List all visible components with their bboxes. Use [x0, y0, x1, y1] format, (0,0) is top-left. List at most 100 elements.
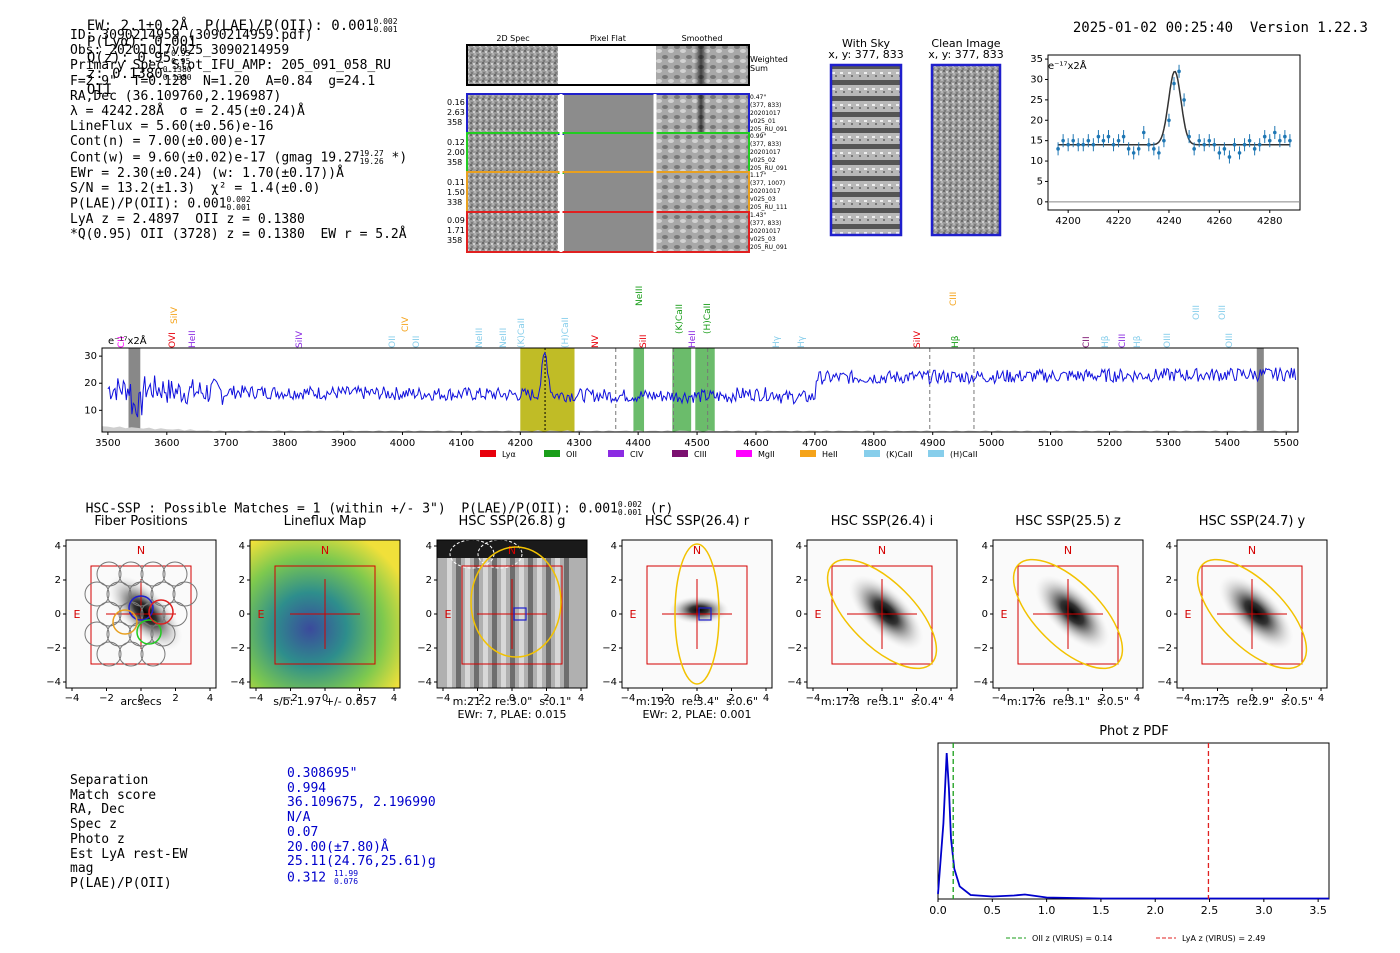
- hsc-xtick-label: 0: [138, 693, 144, 704]
- hsc-ytick-label: −2: [973, 643, 988, 654]
- oii-window-band: [672, 348, 692, 432]
- hsc-xtick-label: 2: [1283, 693, 1289, 704]
- g-band-stripe: [537, 554, 542, 688]
- hsc-xtick-label: 2: [913, 693, 919, 704]
- with-sky-image: [829, 63, 903, 237]
- zoom-ytick-label: 0: [1037, 197, 1043, 208]
- photz-plot: 0.0 0.5 1.0 1.5 2.0 2.5 3.0 3.5 OII z (VIRUS) = …: [929, 742, 1330, 943]
- clean-image: [930, 63, 1002, 237]
- emission-line-label: OIII: [1163, 333, 1173, 348]
- hsc-panel-title: HSC SSP(25.5) z: [1015, 514, 1121, 529]
- galaxy-blob: [1218, 575, 1294, 650]
- aperture-box: [274, 565, 376, 665]
- fiber-circle: [150, 621, 176, 647]
- zoom-data-point: [1192, 147, 1196, 151]
- zoom-xtick-label: 4240: [1156, 216, 1181, 227]
- hsc-panel-image: N E −4 −4 −2 −2 0 0 2 2 4 4: [230, 539, 401, 704]
- hsc-xtick-label: −2: [99, 693, 114, 704]
- compass-north: N: [137, 544, 145, 557]
- spec-xtick-label: 4200: [508, 438, 533, 449]
- hsc-ytick-label: −2: [787, 643, 802, 654]
- info-spec-slot: Primary Spec_Slot_IFU_AMP: 205_091_058_R…: [70, 58, 391, 74]
- hsc-xtick-label: 0: [879, 693, 885, 704]
- emission-line-label: (H)CaII: [561, 317, 571, 348]
- legend-label: MgII: [758, 450, 775, 459]
- spec-xtick-label: 4300: [566, 438, 591, 449]
- full-unit-label: e⁻¹⁷x2Å: [108, 336, 147, 347]
- legend-label: OII: [566, 450, 577, 459]
- emission-line-label: CIV: [401, 316, 411, 332]
- g-band-stripe: [555, 554, 560, 688]
- match-labels: Separation Match score RA, Dec Spec z Ph…: [70, 773, 188, 891]
- aperture-ellipse: [470, 546, 562, 658]
- hsc-xtick-label: 4: [578, 693, 584, 704]
- galaxy-blob: [848, 575, 924, 650]
- hsc-ytick-label: 4: [982, 541, 988, 552]
- hsc-panel-title: HSC SSP(26.8) g: [458, 514, 566, 529]
- legend-lya-label: LyA z (VIRUS) = 2.49: [1182, 934, 1265, 943]
- zoom-xtick-label: 4200: [1055, 216, 1080, 227]
- emission-line-label: NV: [591, 334, 601, 348]
- info-best-z: *Q(0.95) OII (3728) z = 0.1380 EW r = 5.…: [70, 227, 407, 243]
- photz-xtick-label: 1.0: [1038, 904, 1056, 917]
- hsc-panel-caption: m:21.2 re:3.0" s:0.1": [452, 695, 572, 708]
- emission-line-label: NeIII: [635, 286, 645, 306]
- legend-swatch: [928, 450, 944, 457]
- compass-north: N: [1248, 544, 1256, 557]
- zoom-data-point: [1237, 151, 1242, 155]
- photz-xtick-label: 1.5: [1092, 904, 1110, 917]
- oii-window-band: [633, 348, 645, 432]
- hsc-ytick-label: 4: [796, 541, 802, 552]
- hsc-ytick-label: −4: [46, 677, 61, 688]
- zoom-data-point: [1177, 69, 1181, 74]
- spec-xtick-label: 5200: [1097, 438, 1122, 449]
- col-header-2d-spec: 2D Spec: [496, 34, 530, 43]
- legend-label: CIII: [694, 450, 707, 459]
- emission-line-label: (K)CaII: [675, 304, 685, 334]
- emission-line-label: CII: [117, 336, 127, 348]
- hsc-xtick-label: 2: [543, 693, 549, 704]
- spec-xtick-label: 4900: [920, 438, 945, 449]
- hsc-panel-caption: m:17.8 re:3.1" s:0.4": [820, 695, 944, 708]
- fiber-circle: [162, 561, 188, 587]
- hsc-xtick-label: −2: [840, 693, 855, 704]
- zoom-xtick-label: 4280: [1257, 216, 1282, 227]
- compass-east: E: [815, 608, 822, 621]
- zoom-data-point: [1222, 147, 1227, 151]
- zoom-ytick-label: 35: [1030, 54, 1043, 65]
- emission-line-label: HeII: [688, 330, 698, 348]
- zoom-data-point: [1157, 151, 1161, 155]
- hsc-panel-image: N E −4 −4 −2 −2 0 0 2 2 4 4: [417, 539, 588, 704]
- zoom-data-point: [1278, 138, 1282, 143]
- timestamp: 2025-01-02 00:25:40 Version 1.22.3: [1072, 20, 1368, 36]
- row1-right-info: 0.47" (377, 833) 20201017 v025_01 205_RU_091: [750, 94, 788, 133]
- fiber-circle: [96, 641, 122, 667]
- legend-label: CIV: [630, 450, 644, 459]
- spec-xtick-label: 5100: [1038, 438, 1063, 449]
- zoom-data-point: [1071, 138, 1075, 143]
- zoom-data-point: [1217, 151, 1222, 155]
- catalog-match-box: [513, 607, 527, 621]
- hsc-ytick-label: −4: [417, 677, 432, 688]
- aperture-ellipse: [826, 558, 938, 670]
- zoom-data-point: [1242, 142, 1247, 147]
- info-cont-n: Cont(n) = 7.00(±0.00)e-17: [70, 134, 266, 150]
- zoom-ytick-label: 15: [1030, 136, 1043, 147]
- info-lineflux: LineFlux = 5.60(±0.56)e-16: [70, 119, 274, 135]
- g-band-stripe: [483, 554, 488, 688]
- zoom-data-point: [1126, 147, 1131, 151]
- legend-swatch: [864, 450, 880, 457]
- hsc-ytick-label: −2: [1157, 643, 1172, 654]
- hsc-panel-caption: s/b: 1.97 +/- 0.057: [273, 695, 377, 708]
- lya-window-band: [520, 348, 575, 432]
- spec-xtick-label: 3900: [331, 438, 356, 449]
- hsc-ytick-label: −4: [973, 677, 988, 688]
- zoom-data-point: [1061, 138, 1065, 143]
- emission-line-label: NeIII: [499, 328, 509, 348]
- spec-xtick-label: 4400: [625, 438, 650, 449]
- hsc-panel-image: N E −4 −4 −2 −2 0 0 2 2 4 4: [973, 539, 1144, 704]
- fiber-circle: [140, 561, 166, 587]
- zoom-data-point: [1182, 98, 1186, 102]
- emission-line-label: CII: [1082, 336, 1092, 348]
- hsc-panel-caption: arcsecs: [120, 695, 162, 708]
